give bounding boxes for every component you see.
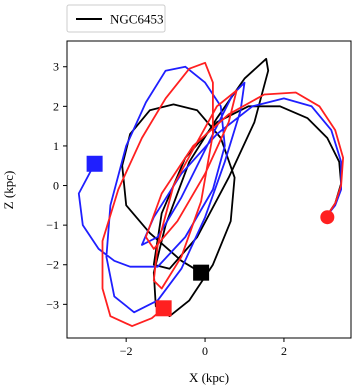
start-marker-0 <box>193 264 210 281</box>
x-tick-label: 0 <box>202 344 208 358</box>
x-axis-label: X (kpc) <box>189 370 229 385</box>
start-marker-2 <box>155 300 172 317</box>
series-line-unnamed-1 <box>77 65 343 314</box>
x-tick-label: −2 <box>120 344 133 358</box>
y-tick-label: 1 <box>53 139 59 153</box>
y-tick-label: 2 <box>53 99 59 113</box>
y-tick-label: 3 <box>53 60 59 74</box>
y-tick-label: −2 <box>46 258 59 272</box>
end-marker-3 <box>320 210 335 225</box>
y-tick-label: −1 <box>46 218 59 232</box>
x-axis-ticks: −2 0 2 <box>120 338 287 358</box>
legend-box <box>66 4 166 33</box>
y-axis-label: Z (kpc) <box>1 171 16 210</box>
x-tick-label: 2 <box>281 344 287 358</box>
series-line-unnamed-2 <box>101 61 345 328</box>
plot-markers <box>86 155 335 317</box>
y-tick-label: 0 <box>53 179 59 193</box>
start-marker-1 <box>86 155 103 172</box>
y-axis-ticks: −3 −2 −1 0 1 2 3 <box>46 60 67 311</box>
series-line-ngc6453 <box>121 57 343 318</box>
y-tick-label: −3 <box>46 297 59 311</box>
plot-frame <box>66 40 352 339</box>
legend-label-ngc6453: NGC6453 <box>110 12 163 27</box>
plot-series <box>77 57 345 328</box>
legend: NGC6453 <box>66 4 166 33</box>
